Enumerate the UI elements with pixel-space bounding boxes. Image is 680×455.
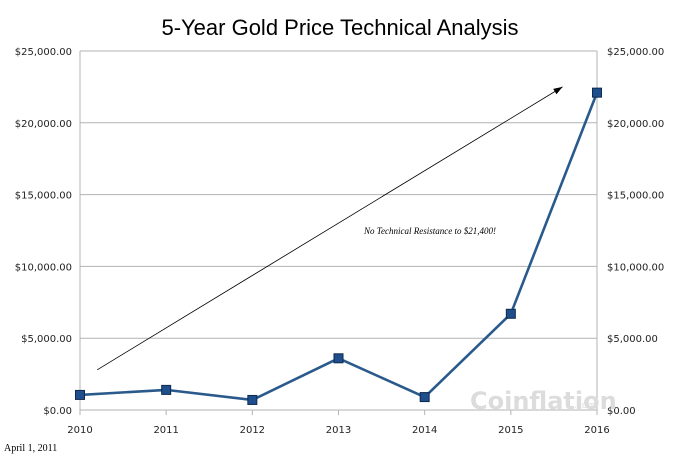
- x-tick-label: 2014: [412, 425, 437, 436]
- gridlines: [79, 50, 598, 411]
- data-point: [592, 87, 602, 98]
- trend-arrow: [97, 86, 563, 371]
- watermark: Coinflation .com: [470, 387, 617, 415]
- trend-arrow-head: [553, 86, 563, 95]
- y-tick-label-right: $0.00: [607, 406, 636, 417]
- data-point: [333, 353, 344, 364]
- y-tick-label-left: $5,000.00: [21, 334, 72, 345]
- watermark-suffix: .com: [574, 401, 596, 411]
- y-tick-label-left: $10,000.00: [15, 262, 72, 273]
- y-tick-label-left: $25,000.00: [15, 47, 72, 58]
- y-tick-label-right: $10,000.00: [607, 262, 664, 273]
- y-tick-label-right: $20,000.00: [607, 119, 664, 130]
- x-tick-label: 2012: [240, 425, 265, 436]
- annotation-text: No Technical Resistance to $21,400!: [363, 226, 496, 236]
- chart-title: 5-Year Gold Price Technical Analysis: [161, 15, 518, 40]
- footer-date: April 1, 2011: [4, 443, 57, 454]
- x-tick-label: 2015: [498, 425, 523, 436]
- y-tick-label-right: $25,000.00: [607, 47, 664, 58]
- data-point: [419, 392, 430, 403]
- y-tick-label-left: $15,000.00: [15, 191, 72, 202]
- y-tick-label-right: $5,000.00: [607, 334, 658, 345]
- y-axis-left: $0.00 $5,000.00 $10,000.00 $15,000.00 $20,00…: [15, 47, 72, 417]
- x-tick-label: 2010: [67, 425, 92, 436]
- y-axis-right: $0.00 $5,000.00 $10,000.00 $15,000.00 $20,00…: [607, 47, 664, 417]
- watermark-brand: Coinflation: [470, 387, 617, 415]
- x-tick-label: 2011: [153, 425, 178, 436]
- x-axis: 2010 2011 2012 2013 2014 2015 2016: [67, 410, 610, 436]
- data-point: [161, 384, 172, 395]
- data-point: [75, 389, 85, 400]
- y-tick-label-right: $15,000.00: [607, 191, 664, 202]
- y-tick-label-left: $0.00: [43, 406, 72, 417]
- series-line: [75, 87, 602, 405]
- data-point: [505, 308, 516, 319]
- x-tick-label: 2013: [326, 425, 351, 436]
- trend-arrow-line: [97, 86, 563, 371]
- x-tick-label: 2016: [584, 425, 609, 436]
- data-point: [247, 394, 258, 405]
- y-tick-label-left: $20,000.00: [15, 119, 72, 130]
